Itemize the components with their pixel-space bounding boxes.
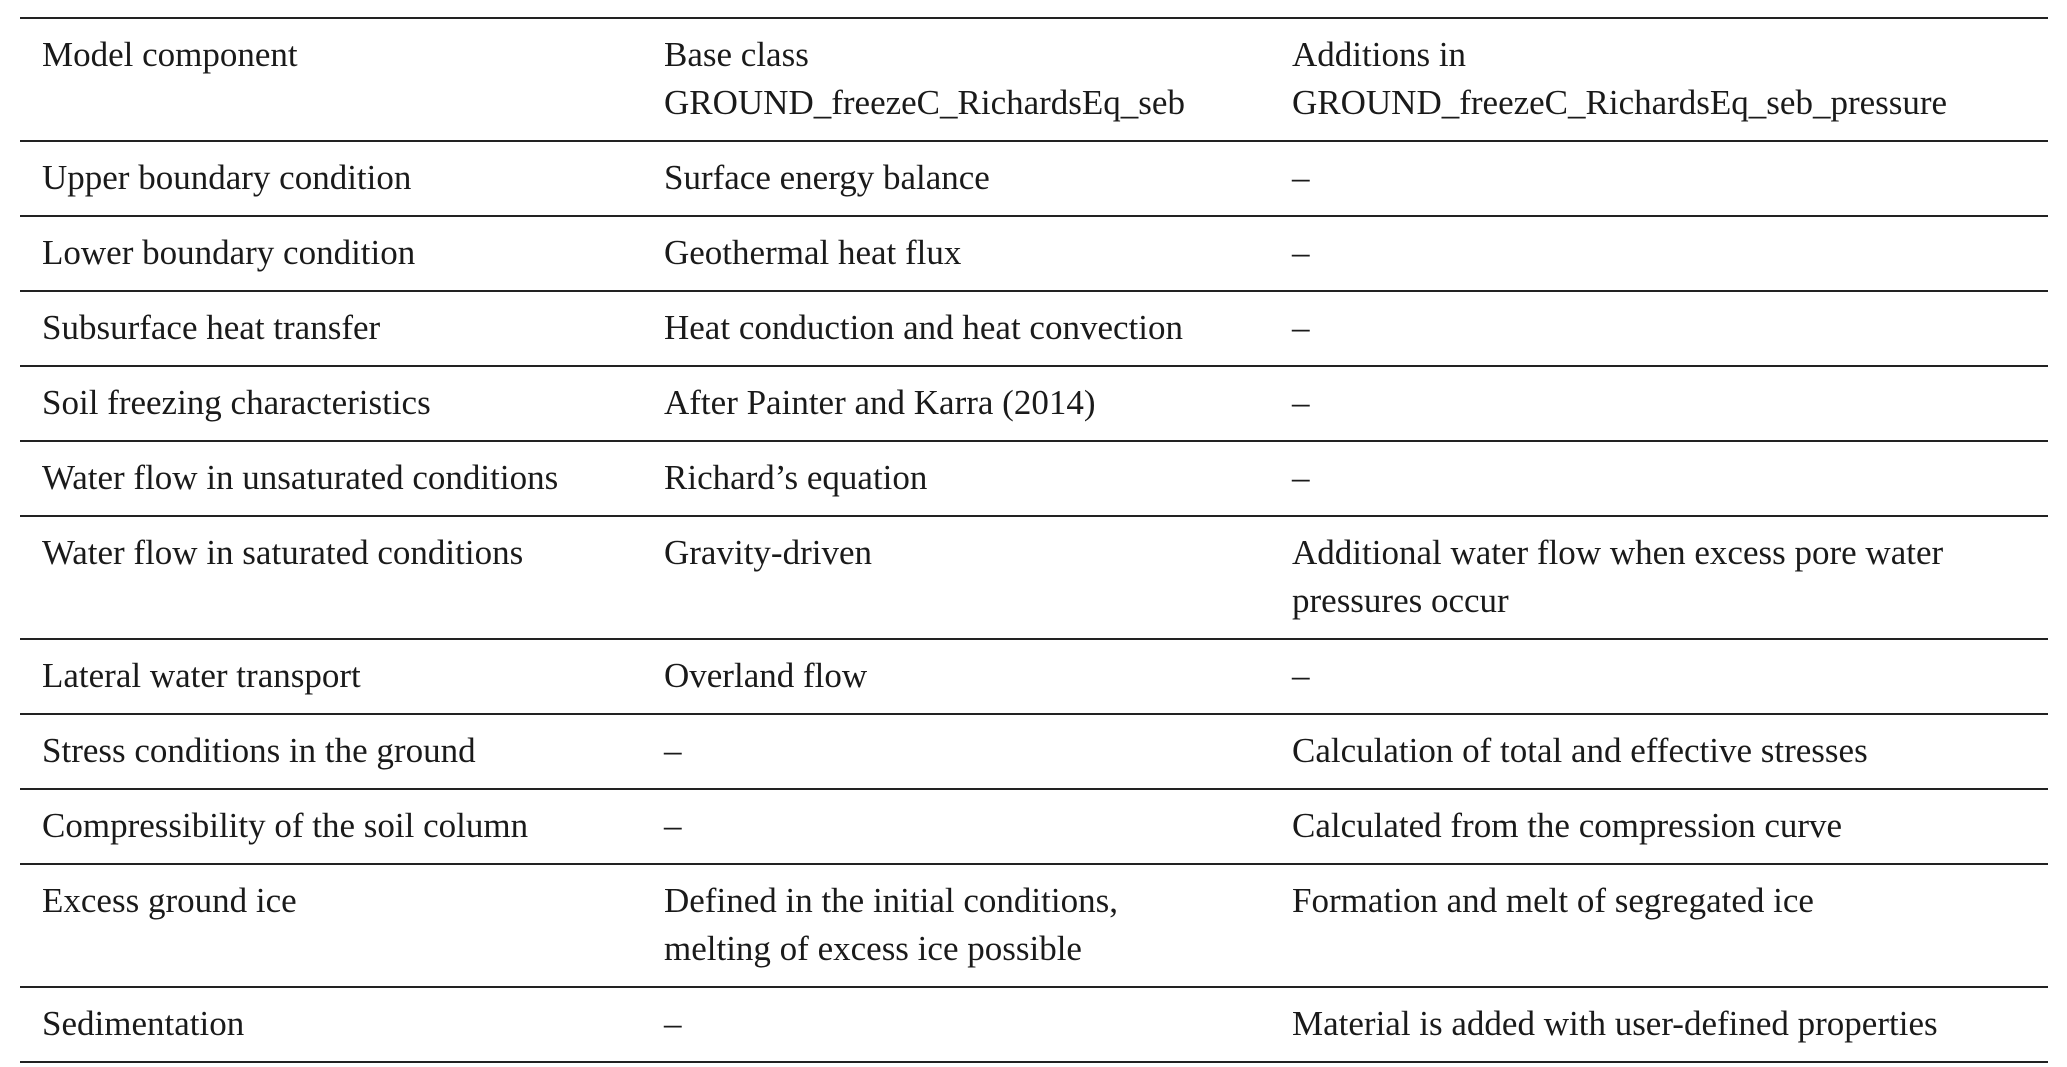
- table-row: Sedimentation – Material is added with use…: [20, 987, 2048, 1063]
- table-row: Water flow in saturated conditions Gravit…: [20, 516, 2048, 640]
- base-class-text: Surface energy balance: [664, 158, 990, 197]
- model-component-text: Water flow in saturated conditions: [42, 533, 524, 572]
- cell-additions: –: [1270, 366, 2048, 442]
- table-row: Excess ground ice Defined in the initial …: [20, 864, 2048, 988]
- base-class-text: Heat conduction and heat convection: [664, 308, 1183, 347]
- cell-additions: –: [1270, 141, 2048, 217]
- table-row: Lower boundary condition Geothermal heat …: [20, 216, 2048, 292]
- model-component-text: Soil freezing characteristics: [42, 383, 431, 422]
- cell-base-class: Geothermal heat flux: [642, 216, 1270, 292]
- additions-text: –: [1292, 656, 1310, 695]
- additions-text: pressures occur: [1292, 581, 1509, 620]
- cell-additions: –: [1270, 441, 2048, 517]
- model-components-table: Model component Base class GROUND_freeze…: [20, 17, 2048, 1063]
- cell-additions: –: [1270, 216, 2048, 292]
- model-component-text: Lower boundary condition: [42, 233, 416, 272]
- header-base-class: Base class GROUND_freezeC_RichardsEq_seb: [642, 17, 1270, 142]
- table-header: Model component Base class GROUND_freeze…: [20, 17, 2048, 142]
- cell-base-class: After Painter and Karra (2014): [642, 366, 1270, 442]
- cell-additions: Formation and melt of segregated ice: [1270, 864, 2048, 988]
- cell-base-class: Overland flow: [642, 639, 1270, 715]
- header-base-class-line2: GROUND_freezeC_RichardsEq_seb: [664, 83, 1185, 122]
- table-row: Upper boundary condition Surface energy b…: [20, 141, 2048, 217]
- header-model-component: Model component: [20, 17, 642, 142]
- base-class-text: After Painter and Karra (2014): [664, 383, 1096, 422]
- model-component-text: Upper boundary condition: [42, 158, 412, 197]
- cell-model-component: Water flow in saturated conditions: [20, 516, 642, 640]
- header-additions-line2: GROUND_freezeC_RichardsEq_seb_pressure: [1292, 83, 1948, 122]
- cell-base-class: Surface energy balance: [642, 141, 1270, 217]
- additions-text: Calculation of total and effective stres…: [1292, 731, 1868, 770]
- cell-additions: Calculated from the compression curve: [1270, 789, 2048, 865]
- cell-model-component: Sedimentation: [20, 987, 642, 1063]
- additions-text: –: [1292, 158, 1310, 197]
- cell-model-component: Compressibility of the soil column: [20, 789, 642, 865]
- additions-text: Formation and melt of segregated ice: [1292, 881, 1814, 920]
- cell-additions: Additional water flow when excess pore w…: [1270, 516, 2048, 640]
- additions-text: –: [1292, 383, 1310, 422]
- base-class-text: Defined in the initial conditions,: [664, 881, 1118, 920]
- cell-model-component: Lower boundary condition: [20, 216, 642, 292]
- model-component-text: Subsurface heat transfer: [42, 308, 381, 347]
- additions-text: Calculated from the compression curve: [1292, 806, 1843, 845]
- table-row: Compressibility of the soil column – Calcu…: [20, 789, 2048, 865]
- cell-base-class: Heat conduction and heat convection: [642, 291, 1270, 367]
- base-class-text: Overland flow: [664, 656, 868, 695]
- table-row: Lateral water transport Overland flow –: [20, 639, 2048, 715]
- header-base-class-line1: Base class: [664, 35, 809, 74]
- model-component-text: Compressibility of the soil column: [42, 806, 529, 845]
- base-class-text: Geothermal heat flux: [664, 233, 962, 272]
- table-row: Water flow in unsaturated conditions Rich…: [20, 441, 2048, 517]
- model-component-text: Excess ground ice: [42, 881, 297, 920]
- header-additions-line1: Additions in: [1292, 35, 1467, 74]
- header-row: Model component Base class GROUND_freeze…: [20, 17, 2048, 142]
- header-additions: Additions in GROUND_freezeC_RichardsEq_s…: [1270, 17, 2048, 142]
- base-class-text: –: [664, 1004, 682, 1043]
- table-row: Subsurface heat transfer Heat conduction …: [20, 291, 2048, 367]
- cell-model-component: Water flow in unsaturated conditions: [20, 441, 642, 517]
- base-class-text: –: [664, 806, 682, 845]
- model-component-text: Lateral water transport: [42, 656, 361, 695]
- base-class-text: melting of excess ice possible: [664, 929, 1082, 968]
- cell-base-class: Gravity-driven: [642, 516, 1270, 640]
- table-row: Soil freezing characteristics After Paint…: [20, 366, 2048, 442]
- cell-model-component: Subsurface heat transfer: [20, 291, 642, 367]
- table-body: Upper boundary condition Surface energy b…: [20, 141, 2048, 1063]
- additions-text: –: [1292, 458, 1310, 497]
- cell-model-component: Excess ground ice: [20, 864, 642, 988]
- base-class-text: –: [664, 731, 682, 770]
- model-component-text: Water flow in unsaturated conditions: [42, 458, 559, 497]
- cell-model-component: Lateral water transport: [20, 639, 642, 715]
- table-row: Stress conditions in the ground – Calculat…: [20, 714, 2048, 790]
- cell-additions: Calculation of total and effective stres…: [1270, 714, 2048, 790]
- additions-text: Additional water flow when excess pore w…: [1292, 533, 1944, 572]
- cell-additions: –: [1270, 291, 2048, 367]
- model-component-text: Sedimentation: [42, 1004, 245, 1043]
- cell-base-class: Richard’s equation: [642, 441, 1270, 517]
- cell-base-class: Defined in the initial conditions, meltin…: [642, 864, 1270, 988]
- cell-base-class: –: [642, 987, 1270, 1063]
- cell-additions: –: [1270, 639, 2048, 715]
- header-model-component-label: Model component: [42, 35, 298, 74]
- cell-model-component: Upper boundary condition: [20, 141, 642, 217]
- base-class-text: Gravity-driven: [664, 533, 872, 572]
- cell-base-class: –: [642, 789, 1270, 865]
- additions-text: Material is added with user-defined prop…: [1292, 1004, 1938, 1043]
- cell-model-component: Soil freezing characteristics: [20, 366, 642, 442]
- cell-additions: Material is added with user-defined prop…: [1270, 987, 2048, 1063]
- additions-text: –: [1292, 308, 1310, 347]
- cell-model-component: Stress conditions in the ground: [20, 714, 642, 790]
- cell-base-class: –: [642, 714, 1270, 790]
- model-component-text: Stress conditions in the ground: [42, 731, 476, 770]
- base-class-text: Richard’s equation: [664, 458, 928, 497]
- additions-text: –: [1292, 233, 1310, 272]
